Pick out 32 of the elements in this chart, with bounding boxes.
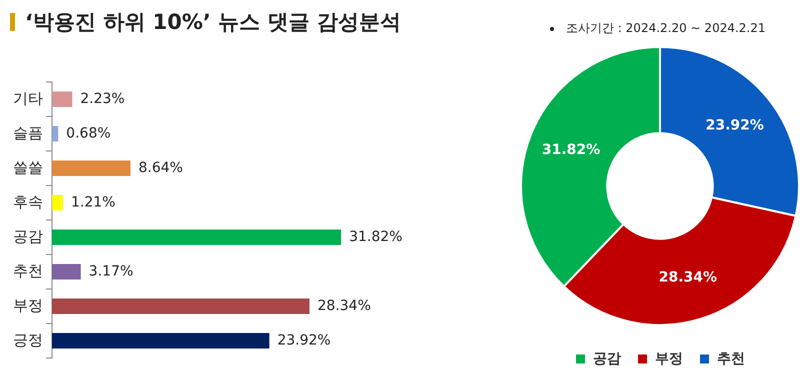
data-label: 31.82% xyxy=(349,228,402,245)
data-label: 28.34% xyxy=(317,298,371,314)
data-label: 2.23% xyxy=(80,90,125,107)
bar xyxy=(52,332,270,349)
data-label: 28.34% xyxy=(658,269,718,286)
data-label: 8.64% xyxy=(138,160,183,176)
legend-label: 추천 xyxy=(717,350,745,366)
legend-label: 공감 xyxy=(593,350,621,366)
data-label: 23.92% xyxy=(706,118,764,134)
bar xyxy=(52,91,72,108)
bar xyxy=(52,194,63,211)
y-tick-label: 기타 xyxy=(13,90,43,108)
data-label: 31.82% xyxy=(542,142,600,158)
legend-label: 부정 xyxy=(655,350,683,366)
y-tick-label: 쓸쓸 xyxy=(13,159,43,176)
y-tick-label: 공감 xyxy=(13,228,43,246)
bar xyxy=(52,160,130,176)
data-label: 1.21% xyxy=(70,194,116,210)
y-tick-label: 슬픔 xyxy=(13,124,43,142)
bar xyxy=(52,264,81,280)
text: 조사기간 : 2024.2.20 ~ 2024.2.21 xyxy=(566,21,766,35)
y-tick-label: 부정 xyxy=(13,297,43,314)
data-label: 3.17% xyxy=(88,263,134,280)
data-label: 0.68% xyxy=(66,125,111,142)
y-tick-label: 긍정 xyxy=(13,332,43,349)
data-label: 23.92% xyxy=(277,332,331,348)
y-tick-label: 추천 xyxy=(13,262,43,280)
chart-title: ‘박용진 하위 10%’ 뉴스 댓글 감성분석 xyxy=(25,9,401,36)
y-tick-label: 후속 xyxy=(13,194,43,211)
bar xyxy=(52,229,342,246)
bar xyxy=(52,126,58,142)
bar xyxy=(52,298,310,314)
